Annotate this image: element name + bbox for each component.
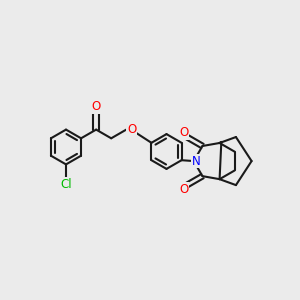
Text: O: O <box>179 183 188 196</box>
Text: Cl: Cl <box>60 178 72 191</box>
Text: N: N <box>192 154 200 168</box>
Text: O: O <box>179 126 188 139</box>
Text: O: O <box>127 123 136 136</box>
Text: O: O <box>92 100 101 113</box>
